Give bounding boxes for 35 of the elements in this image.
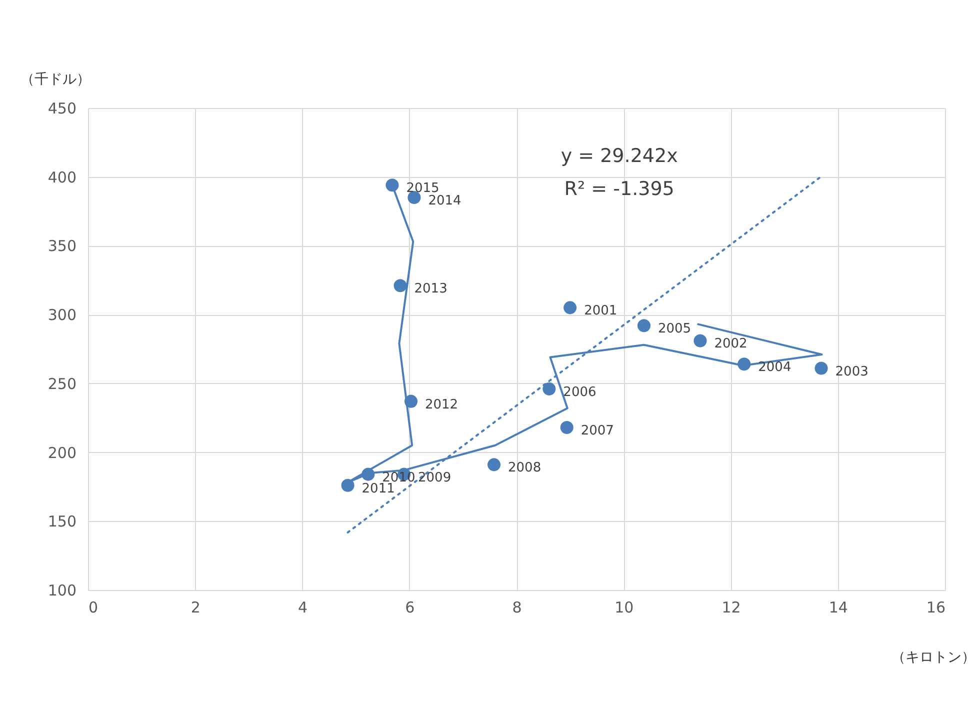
- annotation: 2006: [563, 384, 596, 400]
- x-tick-label: 4: [298, 598, 308, 616]
- annotation: 2011: [362, 481, 395, 496]
- x-tick-label: 10: [614, 598, 634, 616]
- x-tick-label: 0: [88, 598, 98, 616]
- y-tick-label: 350: [48, 237, 76, 256]
- annotation: 2007: [580, 423, 614, 438]
- annotation: 2008: [508, 460, 542, 476]
- annotation: 2004: [758, 360, 792, 376]
- y-tick-label: 150: [48, 512, 76, 531]
- annotation: 2001: [584, 304, 618, 319]
- y-tick-label: 200: [48, 444, 76, 462]
- x-tick-label: 8: [512, 598, 522, 616]
- x-axis-title: （キロトン）: [892, 650, 976, 666]
- annotation: 2014: [428, 194, 462, 209]
- annotation: 2002: [714, 336, 748, 352]
- y-tick-label: 400: [48, 168, 76, 186]
- x-tick-label: 6: [405, 598, 415, 616]
- y-tick-label: 300: [48, 306, 76, 324]
- x-tick-label: 14: [828, 598, 848, 616]
- annotation: 2005: [658, 322, 692, 337]
- y-tick-label: 450: [48, 100, 76, 118]
- annotation: 2012: [424, 397, 458, 412]
- x-tick-label: 16: [926, 598, 946, 616]
- annotation: 2013: [414, 282, 448, 297]
- annotation: 2009: [418, 470, 452, 486]
- y-tick-label: 250: [48, 374, 76, 393]
- y-tick-label: 100: [48, 582, 76, 600]
- annotation: 2015: [406, 181, 440, 196]
- annotation: R² = -1.395: [564, 178, 674, 200]
- x-tick-label: 12: [722, 598, 741, 616]
- y-axis-title: （千ドル）: [20, 72, 90, 88]
- annotation: y = 29.242x: [560, 145, 678, 167]
- annotation: 2003: [835, 364, 868, 380]
- x-tick-label: 2: [190, 598, 200, 616]
